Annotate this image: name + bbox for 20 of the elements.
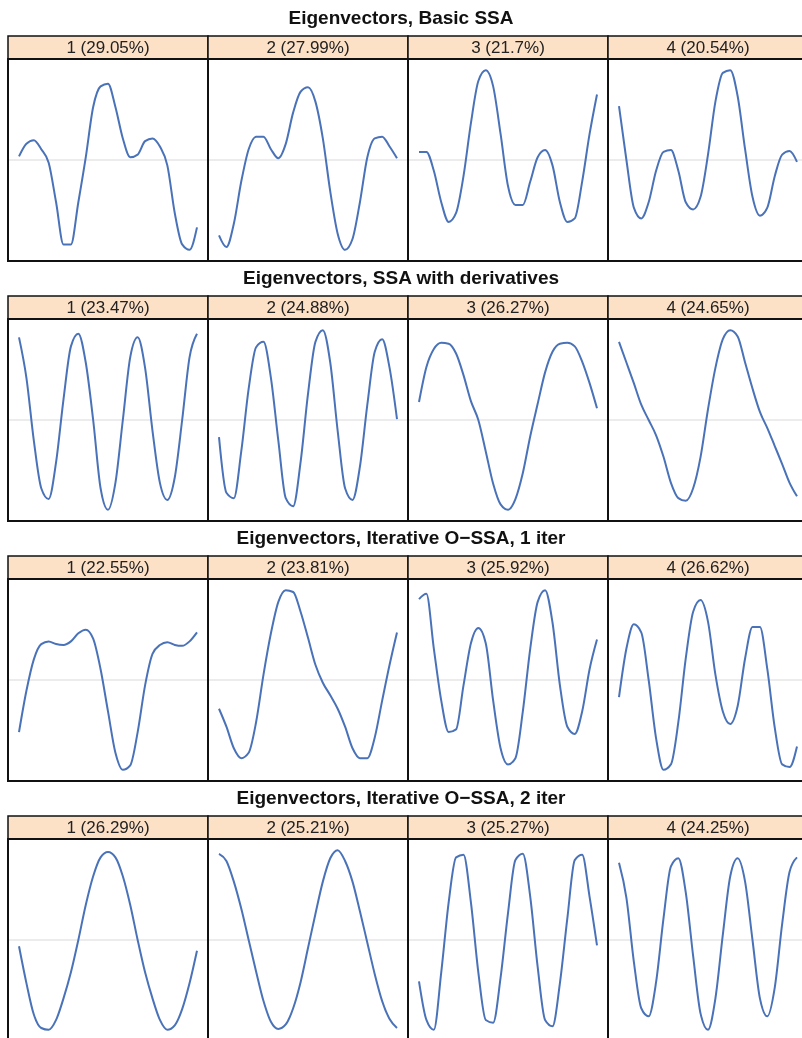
chart-title: 3 (26.27%): [466, 298, 550, 317]
chart-title: 1 (23.47%): [66, 298, 150, 317]
chart-title: 2 (24.88%): [266, 298, 350, 317]
chart-title: 2 (23.81%): [266, 558, 350, 577]
chart-title: 3 (25.92%): [466, 558, 550, 577]
text: Eigenvectors, SSA with derivatives: [242, 267, 560, 288]
chart-title: 2 (25.21%): [266, 818, 350, 837]
chart-title: 1 (29.05%): [66, 38, 150, 57]
chart-title: 1 (22.55%): [66, 558, 150, 577]
chart-title: 4 (24.65%): [666, 298, 750, 317]
text: Eigenvectors, Basic SSA: [288, 7, 514, 28]
text: Eigenvectors, Iterative O−SSA, 2 iter: [236, 787, 567, 808]
chart-title: 3 (21.7%): [471, 38, 545, 57]
chart-title: 4 (24.25%): [666, 818, 750, 837]
chart-title: 4 (26.62%): [666, 558, 750, 577]
chart-title: 1 (26.29%): [66, 818, 150, 837]
chart-title: 4 (20.54%): [666, 38, 750, 57]
chart-title: 3 (25.27%): [466, 818, 550, 837]
chart-title: 2 (27.99%): [266, 38, 350, 57]
text: Eigenvectors, Iterative O−SSA, 1 iter: [236, 527, 567, 548]
